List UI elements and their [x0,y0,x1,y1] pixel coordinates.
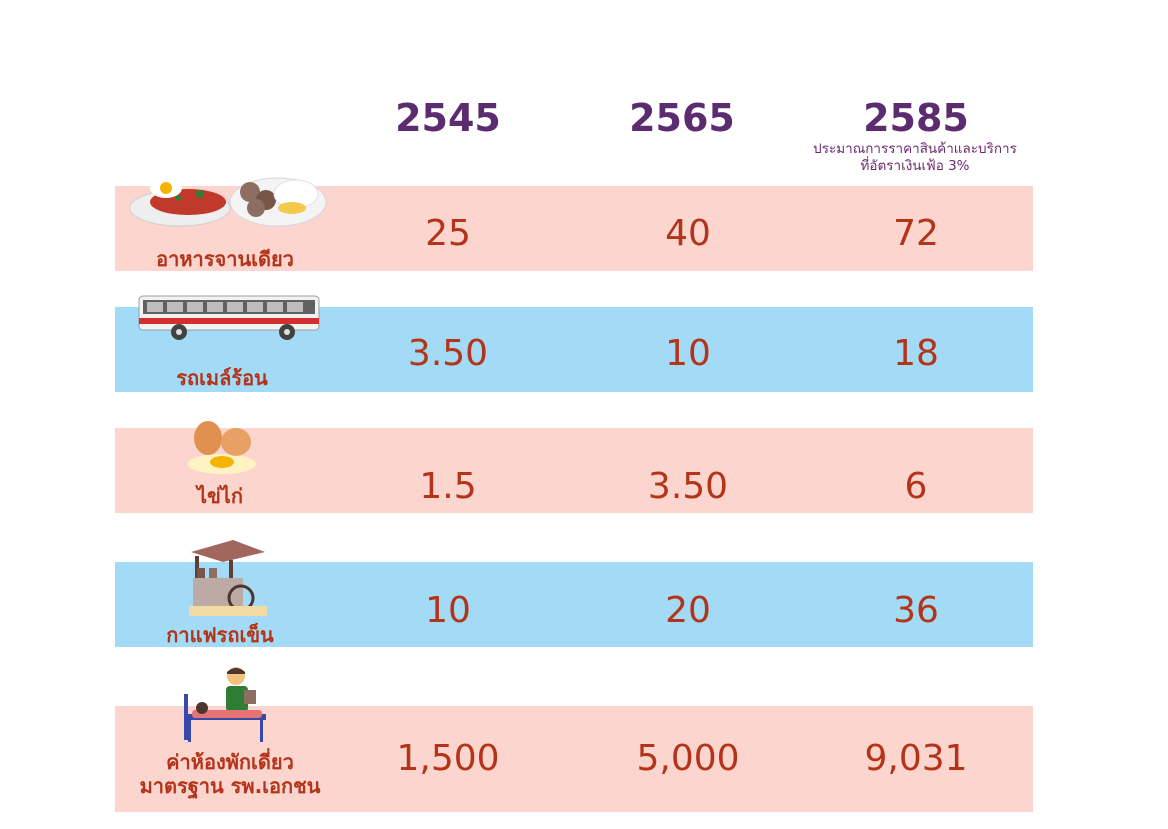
row-band-4 [115,562,1033,647]
inflation-note: ประมาณการราคาสินค้าและบริการ ที่อัตราเงิ… [813,141,1017,174]
bus-icon [138,295,320,340]
value-cell: 1,500 [396,738,500,779]
row-label: ไข่ไก่ [197,484,243,508]
value-cell: 5,000 [636,738,740,779]
year-header-2545: 2545 [395,96,501,140]
row-label: กาแฟรถเข็น [166,623,274,647]
row-band-5 [115,706,1033,812]
value-cell: 20 [665,590,711,631]
coffee-cart-icon [189,540,267,616]
value-cell: 3.50 [647,466,729,507]
row-label: อาหารจานเดียว [156,247,294,271]
value-cell: 36 [893,590,939,631]
row-label: ค่าห้องพักเดี่ยว มาตรฐาน รพ.เอกชน [139,750,321,798]
value-cell: 72 [893,213,939,254]
value-cell: 18 [893,333,939,374]
eggs-icon [188,421,256,474]
hospital-bed-icon [184,667,266,742]
value-cell: 10 [665,333,711,374]
year-header-2585: 2585 [863,96,969,140]
rice-plate-icon [129,177,327,227]
value-cell: 3.50 [407,333,489,374]
year-header-2565: 2565 [629,96,735,140]
row-band-3 [115,428,1033,513]
value-cell: 25 [425,213,471,254]
row-label: รถเมล์ร้อน [176,366,268,390]
value-cell: 1.5 [419,466,477,507]
value-cell: 40 [665,213,711,254]
value-cell: 9,031 [864,738,968,779]
value-cell: 6 [904,466,928,507]
value-cell: 10 [425,590,471,631]
